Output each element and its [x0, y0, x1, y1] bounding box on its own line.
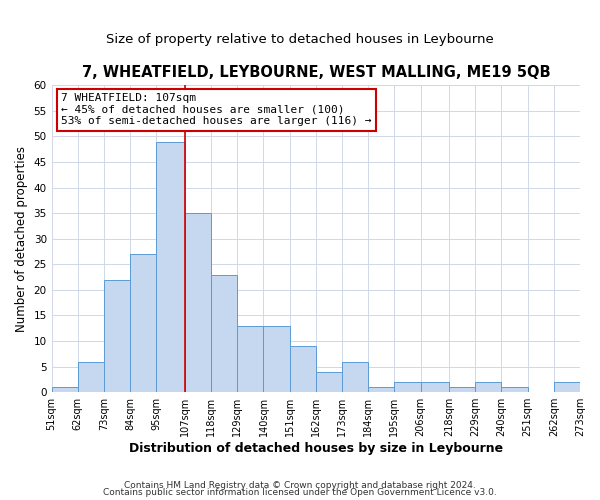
Bar [449, 387, 475, 392]
Bar [394, 382, 421, 392]
Bar [502, 387, 527, 392]
Bar [237, 326, 263, 392]
Bar [554, 382, 580, 392]
Text: Contains public sector information licensed under the Open Government Licence v3: Contains public sector information licen… [103, 488, 497, 497]
Bar [211, 274, 237, 392]
Title: 7, WHEATFIELD, LEYBOURNE, WEST MALLING, ME19 5QB: 7, WHEATFIELD, LEYBOURNE, WEST MALLING, … [82, 65, 550, 80]
Bar [421, 382, 449, 392]
Text: Size of property relative to detached houses in Leybourne: Size of property relative to detached ho… [106, 32, 494, 46]
Bar [185, 213, 211, 392]
Bar [52, 387, 78, 392]
Bar [104, 280, 130, 392]
X-axis label: Distribution of detached houses by size in Leybourne: Distribution of detached houses by size … [129, 442, 503, 455]
Bar [130, 254, 157, 392]
Bar [342, 362, 368, 392]
Bar [263, 326, 290, 392]
Bar [157, 142, 185, 392]
Bar [368, 387, 394, 392]
Text: Contains HM Land Registry data © Crown copyright and database right 2024.: Contains HM Land Registry data © Crown c… [124, 480, 476, 490]
Text: 7 WHEATFIELD: 107sqm
← 45% of detached houses are smaller (100)
53% of semi-deta: 7 WHEATFIELD: 107sqm ← 45% of detached h… [61, 93, 371, 126]
Bar [475, 382, 502, 392]
Bar [316, 372, 342, 392]
Y-axis label: Number of detached properties: Number of detached properties [15, 146, 28, 332]
Bar [290, 346, 316, 392]
Bar [78, 362, 104, 392]
